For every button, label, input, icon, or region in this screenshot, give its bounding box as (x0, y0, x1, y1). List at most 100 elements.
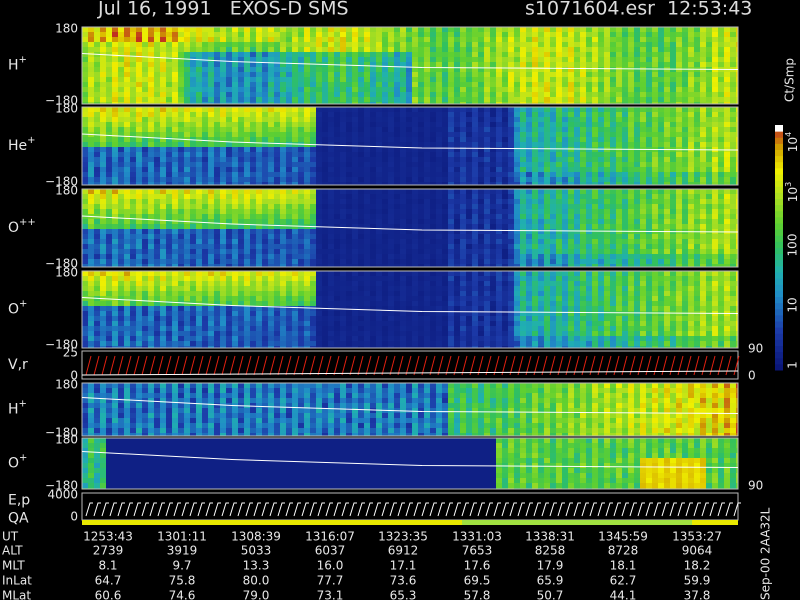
spectrogram-cell (556, 177, 562, 182)
spectrogram-cell (172, 167, 178, 172)
spectrogram-cell (592, 194, 598, 199)
spectrogram-cell (454, 199, 460, 204)
spectrogram-cell (166, 77, 172, 82)
spectrogram-cell (142, 172, 148, 177)
spectrogram-cell (664, 112, 670, 117)
spectrogram-cell (310, 167, 316, 172)
spectrogram-cell (556, 199, 562, 204)
spectrogram-cell (220, 47, 226, 52)
spectrogram-cell (442, 72, 448, 77)
spectrogram-cell (196, 92, 202, 97)
spectrogram-cell (550, 97, 556, 102)
spectrogram-cell (136, 157, 142, 162)
spectrogram-cell (310, 27, 316, 32)
spectrogram-cell (448, 82, 454, 87)
spectrogram-cell (688, 47, 694, 52)
spectrogram-cell (496, 87, 502, 92)
spectrogram-cell (148, 152, 154, 157)
spectrogram-cell (172, 37, 178, 42)
spectrogram-cell (562, 37, 568, 42)
spectrogram-cell (184, 72, 190, 77)
spectrogram-cell (550, 189, 556, 194)
spectrogram-cell (658, 42, 664, 47)
spectrogram-cell (580, 92, 586, 97)
spectrogram-cell (418, 204, 424, 209)
spectrogram-cell (226, 42, 232, 47)
spectrogram-cell (382, 57, 388, 62)
spectrogram-cell (616, 107, 622, 112)
spectrogram-cell (382, 112, 388, 117)
spectrogram-cell (418, 189, 424, 194)
spectrogram-cell (208, 234, 214, 239)
spectrogram-cell (370, 172, 376, 177)
spectrogram-cell (406, 27, 412, 32)
spectrogram-cell (82, 52, 88, 57)
spectrogram-cell (454, 147, 460, 152)
spectrogram-cell (610, 62, 616, 67)
spectrogram-cell (202, 142, 208, 147)
spectrogram-cell (520, 87, 526, 92)
spectrogram-cell (502, 229, 508, 234)
spectrogram-cell (232, 189, 238, 194)
spectrogram-cell (526, 229, 532, 234)
spectrogram-cell (184, 47, 190, 52)
spectrogram-cell (586, 52, 592, 57)
spectrogram-cell (274, 67, 280, 72)
spectrogram-cell (238, 244, 244, 249)
spectrogram-cell (172, 239, 178, 244)
spectrogram-cell (160, 142, 166, 147)
spectrogram-cell (202, 137, 208, 142)
spectrogram-cell (538, 92, 544, 97)
spectrogram-cell (412, 264, 418, 267)
spectrogram-cell (130, 32, 136, 37)
spectrogram-cell (610, 137, 616, 142)
spectrogram-cell (598, 112, 604, 117)
spectrogram-cell (322, 122, 328, 127)
spectrogram-cell (376, 82, 382, 87)
spectrogram-cell (268, 57, 274, 62)
spectrogram-cell (394, 97, 400, 102)
spectrogram-cell (628, 182, 634, 185)
spectrogram-cell (616, 249, 622, 254)
spectrogram-cell (616, 264, 622, 267)
spectrogram-cell (298, 102, 304, 104)
spectrogram-cell (106, 117, 112, 122)
spectrogram-cell (454, 72, 460, 77)
spectrogram-cell (514, 209, 520, 214)
spectrogram-cell (256, 102, 262, 104)
spectrogram-cell (322, 152, 328, 157)
spectrogram-cell (118, 249, 124, 254)
spectrogram-cell (466, 102, 472, 104)
spectrogram-cell (622, 167, 628, 172)
spectrogram-cell (718, 82, 724, 87)
spectrogram-cell (544, 42, 550, 47)
spectrogram-cell (262, 209, 268, 214)
spectrogram-cell (124, 27, 130, 32)
spectrogram-cell (634, 199, 640, 204)
spectrogram-cell (664, 157, 670, 162)
spectrogram-cell (688, 62, 694, 67)
spectrogram-cell (520, 82, 526, 87)
spectrogram-cell (550, 249, 556, 254)
spectrogram-cell (244, 62, 250, 67)
spectrogram-cell (604, 62, 610, 67)
spectrogram-cell (400, 254, 406, 259)
spectrogram-cell (244, 194, 250, 199)
spectrogram-cell (592, 254, 598, 259)
spectrogram-cell (226, 72, 232, 77)
spectrogram-cell (304, 264, 310, 267)
spectrogram-cell (406, 214, 412, 219)
spectrogram-cell (610, 97, 616, 102)
spectrogram-cell (652, 52, 658, 57)
spectrogram-cell (700, 27, 706, 32)
spectrogram-cell (628, 117, 634, 122)
spectrogram-cell (574, 264, 580, 267)
spectrogram-cell (340, 259, 346, 264)
spectrogram-cell (670, 42, 676, 47)
spectrogram-cell (238, 137, 244, 142)
spectrogram-cell (580, 27, 586, 32)
spectrogram-cell (730, 167, 736, 172)
spectrogram-cell (124, 182, 130, 185)
spectrogram-cell (430, 37, 436, 42)
spectrogram-cell (508, 234, 514, 239)
